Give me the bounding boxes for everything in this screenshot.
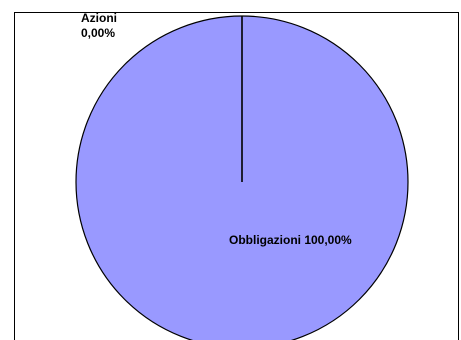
label-azioni-name: Azioni [81,11,117,25]
label-azioni-value: 0,00% [81,26,115,40]
label-obbligazioni: Obbligazioni 100,00% [229,233,352,247]
pie-slices [75,15,409,340]
